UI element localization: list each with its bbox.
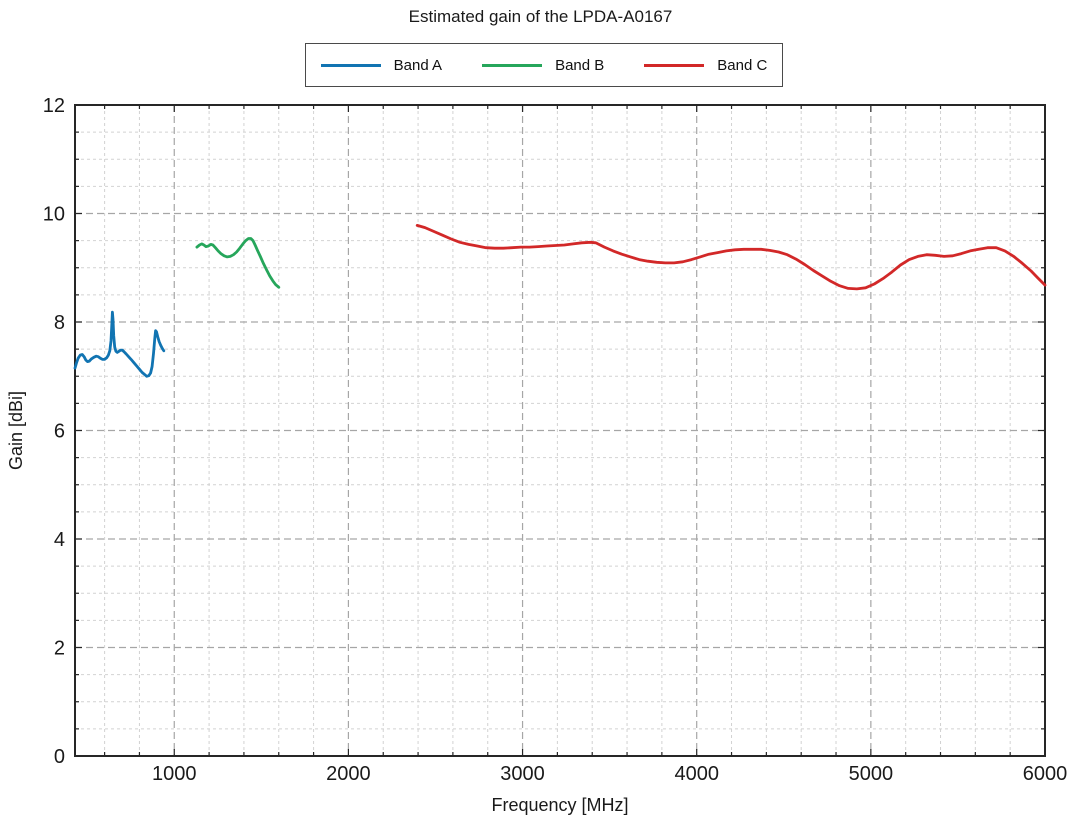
legend-line-sample-band-c [644, 63, 705, 67]
x-tick-label: 6000 [1023, 763, 1068, 785]
series-line-band-a [73, 310, 166, 378]
legend-label-band-a: Band A [393, 56, 443, 74]
x-tick-label: 2000 [326, 763, 371, 785]
legend-line-sample-band-b [482, 63, 543, 67]
legend-item-band-a: Band A [320, 56, 443, 74]
plot-border [74, 104, 1046, 757]
x-tick-label: 5000 [849, 763, 894, 785]
y-tick-label: 0 [54, 746, 65, 768]
x-tick-label: 1000 [152, 763, 197, 785]
y-axis-label: Gain [dBi] [6, 391, 26, 470]
series-line-band-b [195, 237, 281, 289]
legend-line-sample-band-a [320, 63, 381, 67]
y-tick-label: 6 [54, 421, 65, 443]
x-tick-label: 4000 [674, 763, 719, 785]
y-tick-label: 12 [43, 95, 65, 117]
legend-item-band-b: Band B [482, 57, 604, 74]
legend-item-band-c: Band C [644, 57, 767, 74]
series-line-band-c [415, 224, 1047, 291]
legend: Band A Band B Band C [305, 43, 783, 87]
y-tick-label: 2 [54, 638, 65, 660]
chart-title: Estimated gain of the LPDA-A0167 [408, 7, 673, 26]
y-tick-label: 10 [43, 204, 65, 226]
x-tick-label: 3000 [500, 763, 545, 785]
legend-label-band-c: Band C [717, 56, 768, 74]
y-tick-label: 8 [54, 312, 65, 334]
y-tick-label: 4 [54, 529, 65, 551]
legend-label-band-b: Band B [555, 56, 605, 74]
x-axis-label: Frequency [MHz] [491, 795, 628, 815]
